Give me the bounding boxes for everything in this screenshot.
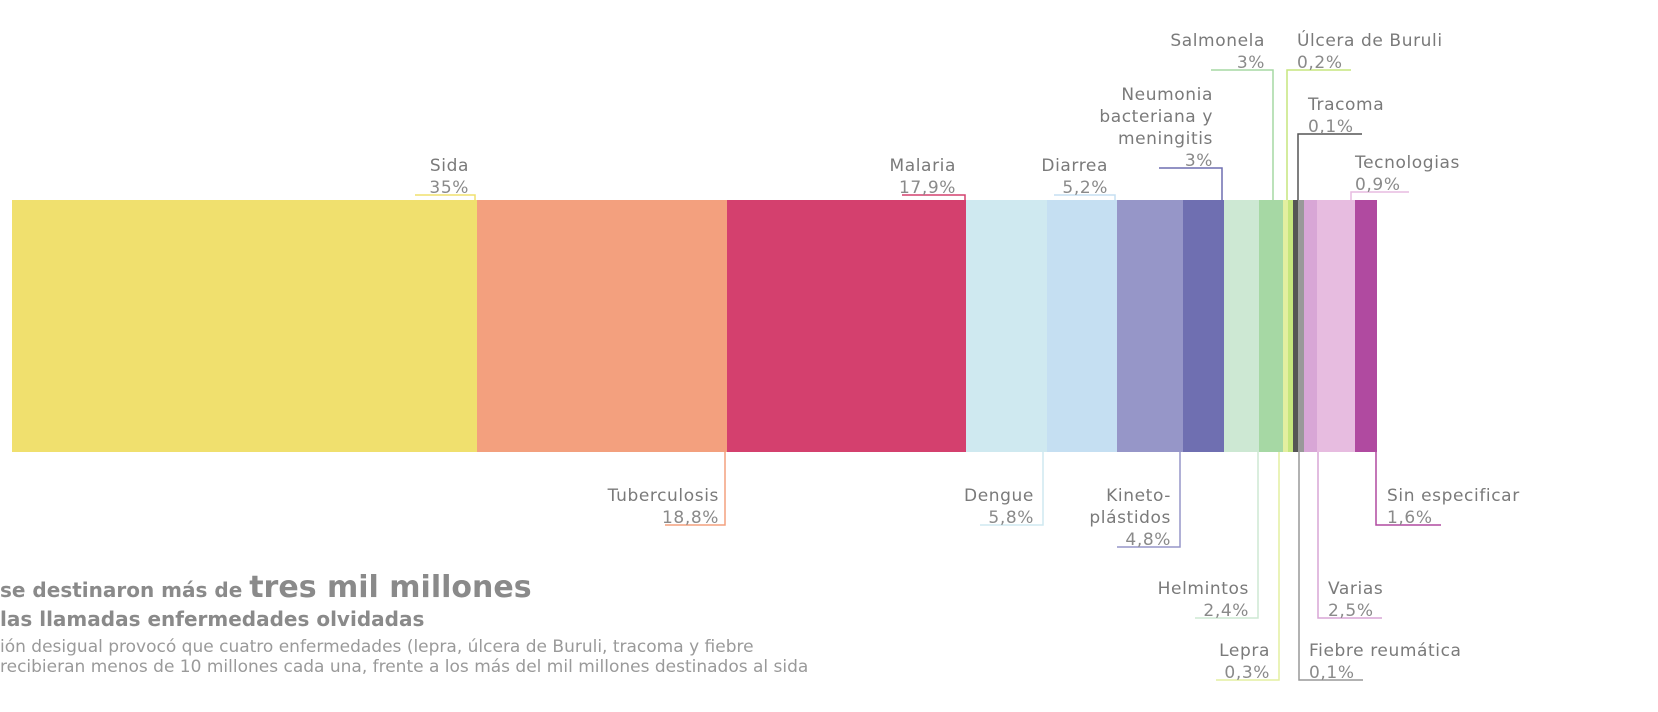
leader-line-tuberculosis — [665, 452, 726, 526]
segment-value-label: 17,9% — [899, 178, 956, 198]
bar-segments — [12, 200, 1377, 452]
bar-segment-tecnologias — [1317, 200, 1355, 452]
segment-name-label: Helmintos — [1158, 579, 1249, 599]
bar-segment-tuberculosis — [477, 200, 727, 452]
segment-name-label: Salmonela — [1170, 31, 1265, 51]
caption: se destinaron más de tres mil millones l… — [0, 570, 1100, 677]
bar-segment-sin-especificar — [1355, 200, 1377, 452]
leader-line-diarrea — [1054, 194, 1116, 200]
leader-line-tecnologias — [1350, 191, 1409, 200]
segment-value-label: 0,3% — [1224, 663, 1270, 683]
caption-headline-prefix: se destinaron más de — [0, 578, 250, 602]
segment-value-label: 3% — [1185, 151, 1213, 171]
segment-value-label: 0,1% — [1308, 117, 1354, 137]
bar-segment-lepra — [1283, 200, 1288, 452]
leader-line-sin-especificar — [1375, 452, 1441, 526]
caption-body-line: ión desigual provocó que cuatro enfermed… — [0, 637, 754, 657]
segment-name-label: plástidos — [1089, 508, 1171, 528]
leader-line-tracoma — [1297, 133, 1362, 200]
segment-name-label: Lepra — [1219, 641, 1270, 661]
leader-line-ulcera-de-buruli — [1286, 69, 1351, 200]
leader-line-sida — [415, 194, 476, 200]
segment-value-label: 5,8% — [988, 508, 1034, 528]
segment-value-label: 4,8% — [1125, 530, 1171, 550]
leader-line-helmintos — [1195, 452, 1259, 619]
caption-headline: se destinaron más de tres mil millones — [0, 570, 1100, 605]
leader-lines — [415, 69, 1441, 681]
leader-line-salmonela — [1211, 69, 1274, 200]
caption-body: ión desigual provocó que cuatro enfermed… — [0, 637, 1100, 677]
segment-value-label: 0,9% — [1355, 175, 1401, 195]
bar-segment-malaria — [727, 200, 966, 452]
segment-value-label: 0,1% — [1309, 663, 1355, 683]
bar-segment-diarrea — [1047, 200, 1117, 452]
segment-name-label: Sida — [430, 156, 469, 176]
segment-value-label: 2,4% — [1203, 601, 1249, 621]
segment-name-label: Tuberculosis — [607, 486, 719, 506]
segment-value-label: 18,8% — [662, 508, 719, 528]
segment-name-label: Malaria — [889, 156, 956, 176]
segment-name-label: Kineto- — [1106, 486, 1171, 506]
segment-value-label: 35% — [429, 178, 469, 198]
leader-line-varias — [1317, 452, 1382, 619]
segment-value-label: 3% — [1237, 53, 1265, 73]
segment-name-label: meningitis — [1118, 129, 1213, 149]
segment-name-label: Varias — [1328, 579, 1383, 599]
segment-name-label: Diarrea — [1041, 156, 1108, 176]
bar-segment-tracoma — [1293, 200, 1298, 452]
caption-headline-emphasis: tres mil millones — [249, 570, 532, 605]
bar-segment-neumonia-bacteriana-y-meningitis — [1183, 200, 1224, 452]
leader-line-fiebre-reumatica — [1298, 452, 1363, 681]
caption-subheadline: las llamadas enfermedades olvidadas — [0, 607, 425, 631]
leader-line-kineto-plastidos — [1117, 452, 1181, 548]
leader-line-dengue — [980, 452, 1044, 526]
bar-segment-fiebre-reumatica — [1298, 200, 1304, 452]
segment-name-label: Tracoma — [1307, 95, 1384, 115]
segment-name-label: Neumonia — [1121, 85, 1213, 105]
leader-line-malaria — [902, 194, 966, 200]
segment-name-label: Sin especificar — [1387, 486, 1520, 506]
bar-segment-salmonela — [1259, 200, 1283, 452]
leader-line-lepra — [1216, 452, 1280, 681]
caption-body-line: recibieran menos de 10 millones cada una… — [0, 657, 809, 677]
bar-segment-kineto-plastidos — [1117, 200, 1183, 452]
segment-name-label: Tecnologias — [1354, 153, 1460, 173]
bar-segment-varias — [1304, 200, 1317, 452]
segment-name-label: bacteriana y — [1099, 107, 1213, 127]
segment-name-label: Úlcera de Buruli — [1297, 29, 1443, 51]
segment-value-label: 5,2% — [1062, 178, 1108, 198]
bar-segment-dengue — [966, 200, 1047, 452]
leader-line-neumonia-bacteriana-y-meningitis — [1159, 167, 1223, 200]
segment-value-label: 2,5% — [1328, 601, 1374, 621]
bar-segment-ulcera-de-buruli — [1288, 200, 1293, 452]
bar-segment-helmintos — [1224, 200, 1259, 452]
segment-value-label: 0,2% — [1297, 53, 1343, 73]
segment-name-label: Fiebre reumática — [1309, 641, 1462, 661]
segment-value-label: 1,6% — [1387, 508, 1433, 528]
segment-name-label: Dengue — [964, 486, 1034, 506]
bar-segment-sida — [12, 200, 477, 452]
